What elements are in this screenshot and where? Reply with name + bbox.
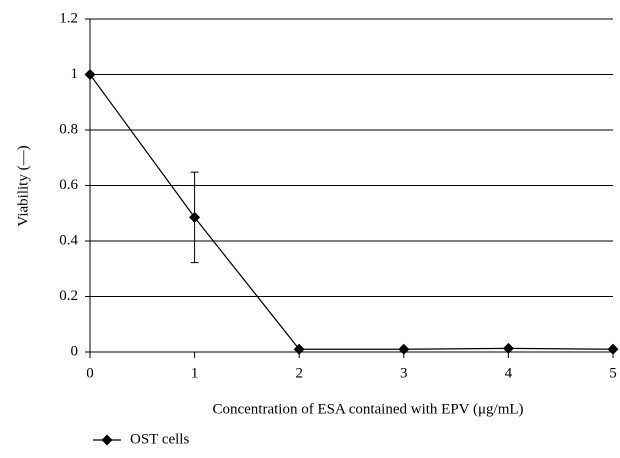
x-tick-label: 5 [609,365,617,381]
y-axis-label: Viability (—) [15,145,31,226]
y-tick-label: 1 [71,66,79,82]
y-tick-label: 0.6 [59,177,78,193]
y-tick-label: 0.8 [59,121,78,137]
x-tick-label: 2 [295,365,303,381]
legend-label: OST cells [130,431,189,447]
data-point [293,343,305,355]
y-tick-label: 0 [71,343,79,359]
y-tick-label: 0.2 [59,288,78,304]
y-tick-label: 0.4 [59,232,78,248]
data-point [607,343,619,355]
x-tick-label: 1 [191,365,199,381]
series-line [89,74,614,350]
data-point [398,343,410,355]
y-tick-label: 1.2 [59,10,78,26]
data-point [84,69,96,80]
data-point [189,211,201,223]
x-tick-label: 3 [400,365,408,381]
x-tick-label: 0 [86,365,94,381]
legend-marker [101,434,113,446]
data-point [502,342,514,354]
x-tick-label: 4 [505,365,513,381]
x-axis-label: Concentration of ESA contained with EPV … [212,401,523,417]
